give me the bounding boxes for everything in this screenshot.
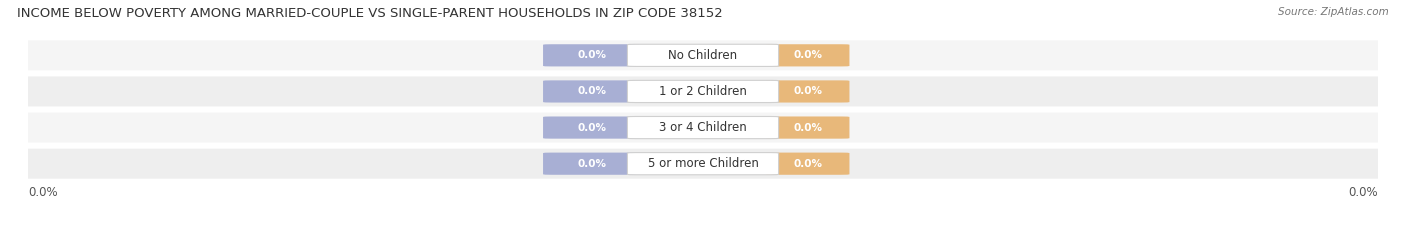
Text: 0.0%: 0.0%: [28, 186, 58, 199]
FancyBboxPatch shape: [25, 40, 1381, 70]
Text: 1 or 2 Children: 1 or 2 Children: [659, 85, 747, 98]
Text: No Children: No Children: [668, 49, 738, 62]
FancyBboxPatch shape: [25, 76, 1381, 106]
FancyBboxPatch shape: [25, 149, 1381, 179]
FancyBboxPatch shape: [627, 116, 779, 139]
Legend: Married Couples, Single Parents: Married Couples, Single Parents: [579, 229, 827, 233]
FancyBboxPatch shape: [25, 113, 1381, 143]
Text: Source: ZipAtlas.com: Source: ZipAtlas.com: [1278, 7, 1389, 17]
FancyBboxPatch shape: [543, 153, 640, 175]
FancyBboxPatch shape: [766, 44, 849, 66]
Text: 0.0%: 0.0%: [793, 50, 823, 60]
Text: 0.0%: 0.0%: [576, 123, 606, 133]
Text: 0.0%: 0.0%: [793, 123, 823, 133]
FancyBboxPatch shape: [627, 80, 779, 103]
Text: 0.0%: 0.0%: [576, 159, 606, 169]
FancyBboxPatch shape: [627, 153, 779, 175]
Text: 0.0%: 0.0%: [793, 159, 823, 169]
Text: 0.0%: 0.0%: [1348, 186, 1378, 199]
FancyBboxPatch shape: [766, 116, 849, 139]
FancyBboxPatch shape: [766, 153, 849, 175]
FancyBboxPatch shape: [543, 116, 640, 139]
Text: 5 or more Children: 5 or more Children: [648, 157, 758, 170]
Text: 0.0%: 0.0%: [793, 86, 823, 96]
FancyBboxPatch shape: [543, 44, 640, 66]
Text: 0.0%: 0.0%: [576, 86, 606, 96]
FancyBboxPatch shape: [543, 80, 640, 103]
FancyBboxPatch shape: [627, 44, 779, 66]
Text: INCOME BELOW POVERTY AMONG MARRIED-COUPLE VS SINGLE-PARENT HOUSEHOLDS IN ZIP COD: INCOME BELOW POVERTY AMONG MARRIED-COUPL…: [17, 7, 723, 20]
Text: 3 or 4 Children: 3 or 4 Children: [659, 121, 747, 134]
FancyBboxPatch shape: [766, 80, 849, 103]
Text: 0.0%: 0.0%: [576, 50, 606, 60]
